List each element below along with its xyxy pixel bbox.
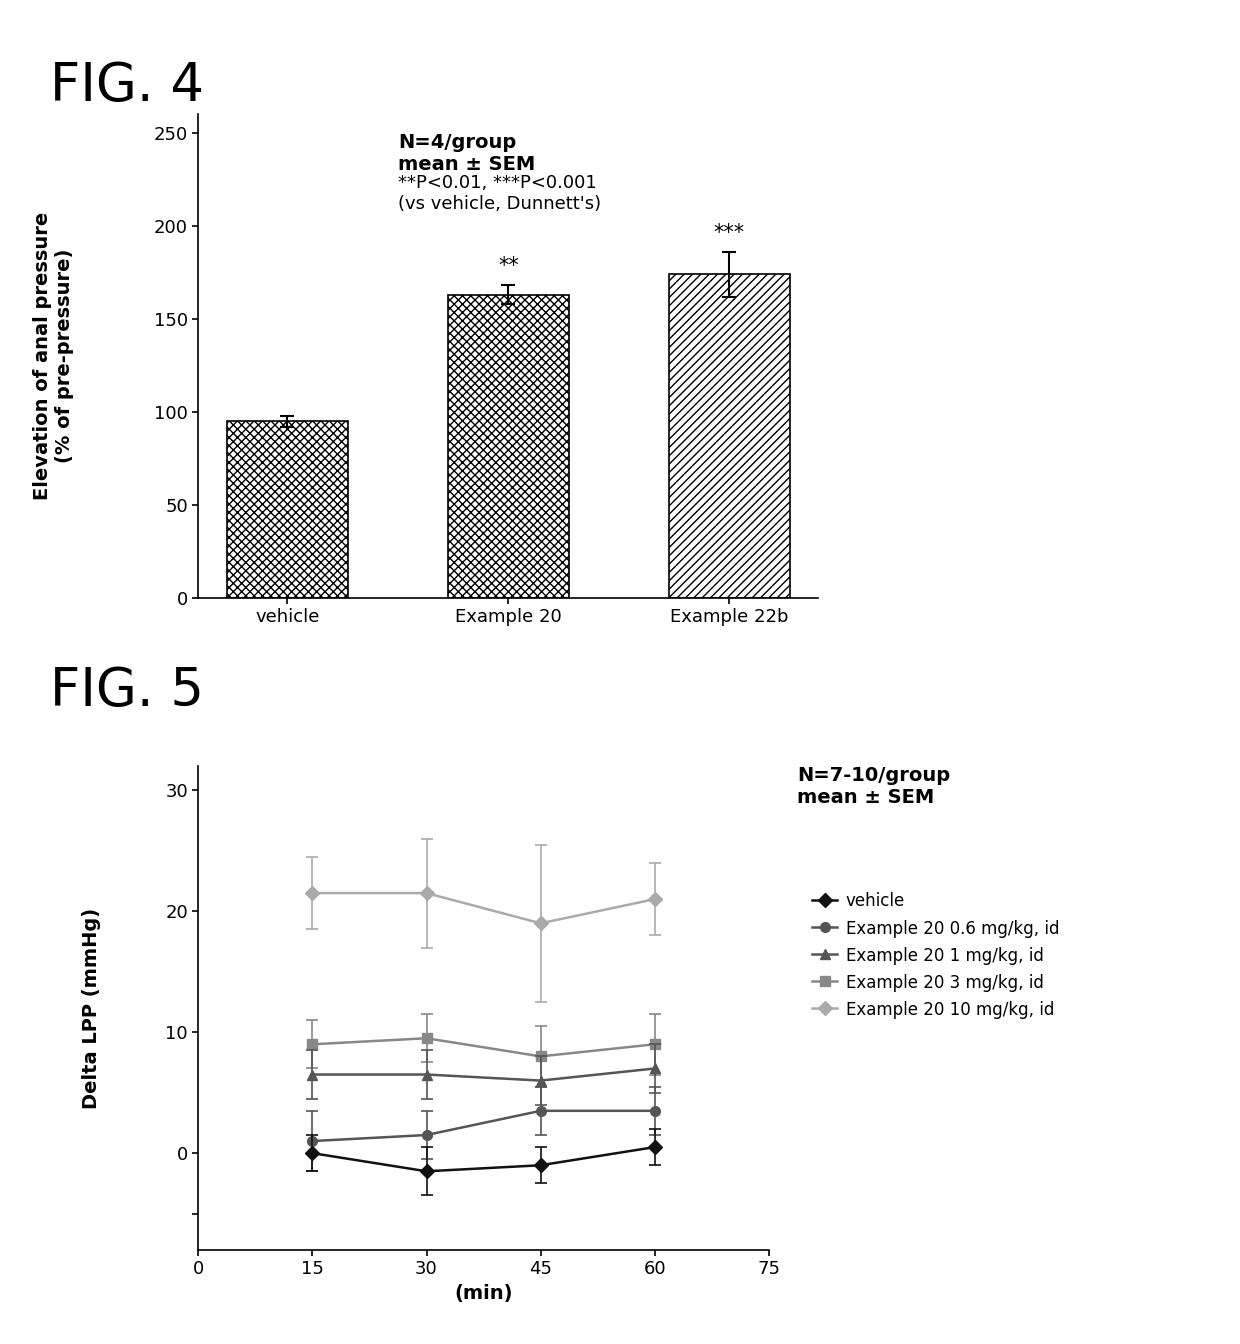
Y-axis label: Delta LPP (mmHg): Delta LPP (mmHg)	[82, 907, 102, 1109]
Text: FIG. 5: FIG. 5	[50, 665, 203, 718]
Text: N=4/group
mean ± SEM: N=4/group mean ± SEM	[398, 133, 536, 173]
Text: ***: ***	[714, 223, 745, 243]
Bar	[227, 421, 348, 598]
Bar	[668, 274, 790, 598]
Legend: vehicle, Example 20 0.6 mg/kg, id, Example 20 1 mg/kg, id, Example 20 3 mg/kg, i: vehicle, Example 20 0.6 mg/kg, id, Examp…	[806, 886, 1066, 1025]
Bar	[448, 294, 569, 598]
Y-axis label: Elevation of anal pressure
(% of pre-pressure): Elevation of anal pressure (% of pre-pre…	[33, 212, 74, 500]
X-axis label: (min): (min)	[454, 1284, 513, 1302]
Text: **: **	[498, 257, 518, 276]
Text: FIG. 4: FIG. 4	[50, 60, 203, 113]
Text: N=7-10/group
mean ± SEM: N=7-10/group mean ± SEM	[797, 766, 950, 808]
Text: **P<0.01, ***P<0.001
(vs vehicle, Dunnett's): **P<0.01, ***P<0.001 (vs vehicle, Dunnet…	[398, 173, 601, 212]
